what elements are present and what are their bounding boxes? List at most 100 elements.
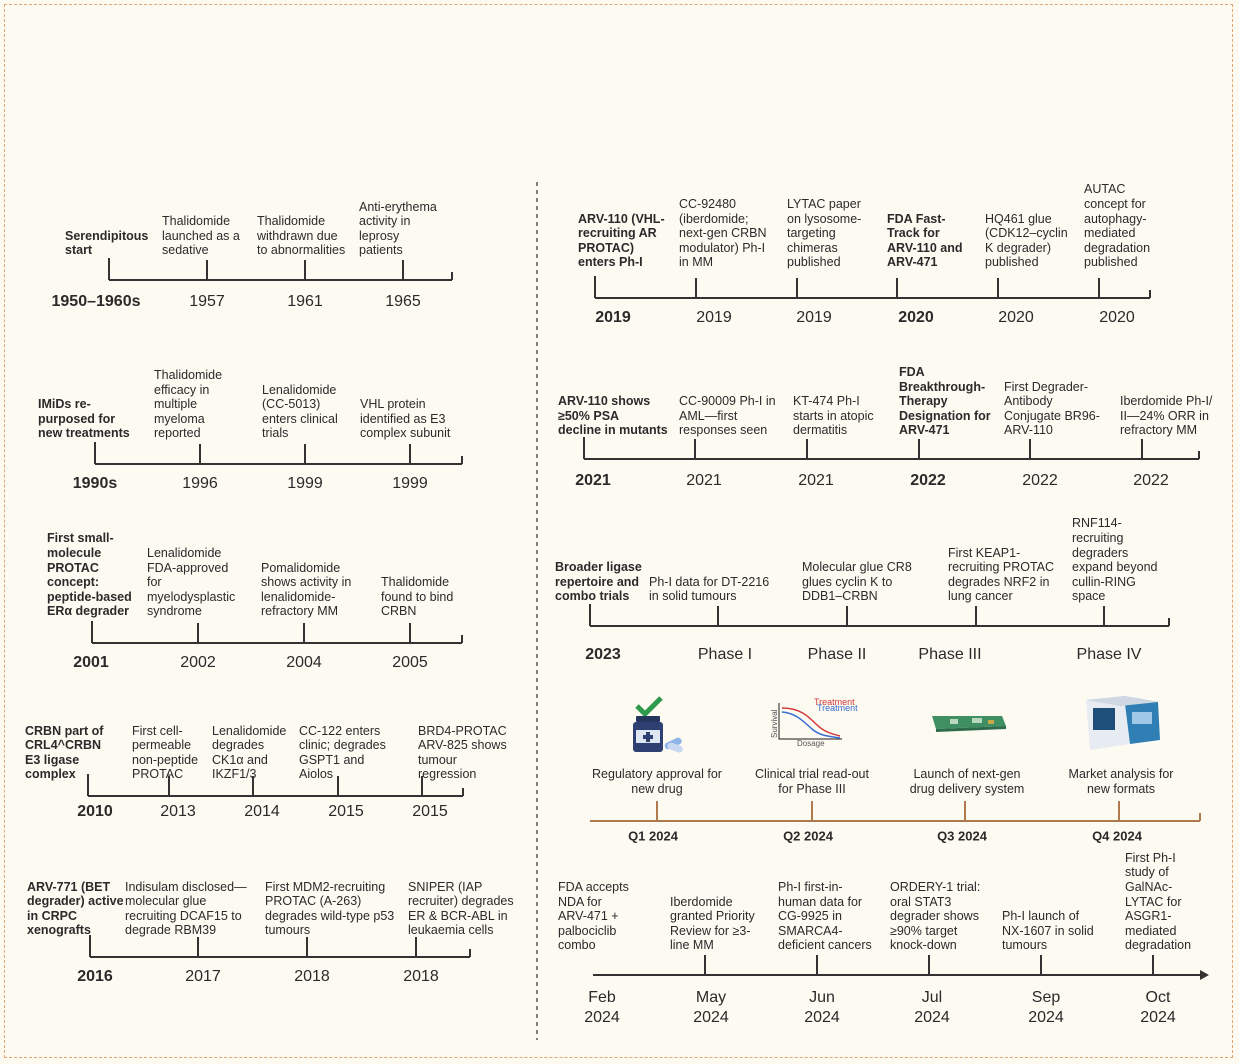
frame xyxy=(4,4,1233,1058)
lead-year: 2010 xyxy=(77,803,113,820)
event-date: 2020 xyxy=(898,309,934,326)
event-date: Phase II xyxy=(807,646,867,663)
icon-series-label: Treatment xyxy=(817,703,858,713)
event-text: Iberdomide Ph-I/ II—24% ORR in refractor… xyxy=(1120,394,1213,438)
event-text: Lenalidomide FDA-approved for myelodyspl… xyxy=(147,546,236,619)
event-text: FDA Breakthrough- Therapy Designation fo… xyxy=(899,365,991,438)
event-date: 2013 xyxy=(160,803,196,820)
event-text: Ph-I launch of NX-1607 in solid tumours xyxy=(1002,909,1094,953)
event-date: Feb 2024 xyxy=(584,989,620,1026)
event-date: Sep 2024 xyxy=(1028,989,1064,1026)
icon-series-label: Treatment xyxy=(814,697,855,707)
event-text: RNF114- recruiting degraders expand beyo… xyxy=(1072,516,1158,604)
event-date: 2014 xyxy=(244,803,280,820)
event-text: AUTAC concept for autophagy- mediated de… xyxy=(1084,182,1151,270)
event-date: 2020 xyxy=(998,309,1034,326)
event-date: 2015 xyxy=(328,803,364,820)
lead-year: 1950–1960s xyxy=(51,293,141,310)
lead-year: 2023 xyxy=(585,646,621,663)
event-text: Lenalidomide (CC-5013) enters clinical t… xyxy=(262,382,338,441)
event-date: 2015 xyxy=(412,803,448,820)
event-text: CC-122 enters clinic; degrades GSPT1 and… xyxy=(299,723,386,782)
event-text: Lenalidomide degrades CK1α and IKZF1/3 xyxy=(212,723,287,782)
event-date: 2017 xyxy=(185,968,221,985)
lead-text: IMiDs re- purposed for new treatments xyxy=(38,397,130,441)
event-date: Phase IV xyxy=(1076,646,1142,663)
event-text: Clinical trial read-out for Phase III xyxy=(755,767,869,796)
event-text: CC-92480 (iberdomide; next-gen CRBN modu… xyxy=(679,197,767,270)
lead-text: ARV-110 (VHL- recruiting AR PROTAC) ente… xyxy=(578,211,665,270)
event-date: 2004 xyxy=(286,654,322,671)
event-text: FDA accepts NDA for ARV-471 + palbocicli… xyxy=(558,880,629,953)
lead-text: ARV-110 shows ≥50% PSA decline in mutant… xyxy=(558,394,668,438)
event-date: 2018 xyxy=(294,968,330,985)
event-text: Thalidomide efficacy in multiple myeloma… xyxy=(154,368,223,441)
lead-year: 2001 xyxy=(73,654,109,671)
icon-x-label: Dosage xyxy=(797,739,825,748)
quarter-label: Q2 2024 xyxy=(783,828,833,844)
event-date: 2021 xyxy=(798,472,834,489)
event-text: CC-90009 Ph-I in AML—first responses see… xyxy=(679,394,776,438)
lead-year: 2016 xyxy=(77,968,113,985)
event-date: 2018 xyxy=(403,968,439,985)
event-text: FDA Fast- Track for ARV-110 and ARV-471 xyxy=(887,211,963,270)
quarter-label: Q4 2024 xyxy=(1092,828,1142,844)
event-date: May 2024 xyxy=(693,989,729,1026)
event-text: Molecular glue CR8 glues cyclin K to DDB… xyxy=(802,560,912,604)
event-text: Thalidomide found to bind CRBN xyxy=(381,575,454,619)
event-date: 1961 xyxy=(287,293,323,310)
event-text: Thalidomide launched as a sedative xyxy=(162,214,240,258)
event-text: Anti-erythema activity in leprosy patien… xyxy=(359,199,437,258)
lead-year: 1990s xyxy=(72,475,118,492)
event-text: Pomalidomide shows activity in lenalidom… xyxy=(261,560,352,619)
lead-text: ARV-771 (BET degrader) active in CRPC xe… xyxy=(27,879,124,938)
event-text: Ph-I first-in- human data for CG-9925 in… xyxy=(778,880,872,953)
event-text: First MDM2-recruiting PROTAC (A-263) deg… xyxy=(265,879,395,938)
event-date: 2022 xyxy=(1022,472,1058,489)
event-text: First Ph-I study of GalNAc- LYTAC for AS… xyxy=(1125,850,1192,953)
event-date: 2019 xyxy=(696,309,732,326)
event-text: First Degrader- Antibody Conjugate BR96-… xyxy=(1004,379,1100,438)
lead-year: 2021 xyxy=(575,472,611,489)
icon-y-label: Survival xyxy=(770,709,779,738)
circuit-icon xyxy=(932,716,1006,732)
event-date: 2021 xyxy=(686,472,722,489)
event-date: Oct 2024 xyxy=(1140,989,1176,1026)
trial-chart-icon: Treatment Treatment Dosage Survival xyxy=(770,697,858,748)
event-text: KT-474 Ph-I starts in atopic dermatitis xyxy=(793,394,874,438)
event-text: Ph-I data for DT-2216 in solid tumours xyxy=(649,574,770,604)
event-text: LYTAC paper on lysosome- targeting chime… xyxy=(787,197,862,270)
event-date: Phase I xyxy=(697,646,753,663)
event-date: 1957 xyxy=(189,293,225,310)
event-text: ORDERY-1 trial: oral STAT3 degrader show… xyxy=(890,880,981,953)
event-date: 1999 xyxy=(287,475,323,492)
medicine-icon xyxy=(633,696,683,753)
event-date: Jun 2024 xyxy=(804,989,840,1026)
axis-arrow xyxy=(1200,970,1209,980)
event-date: 2002 xyxy=(180,654,216,671)
event-date: 1965 xyxy=(385,293,421,310)
event-text: Regulatory approval for new drug xyxy=(592,767,722,796)
analyzer-icon xyxy=(1086,696,1160,750)
event-text: Iberdomide granted Priority Review for ≥… xyxy=(670,894,755,953)
event-text: VHL protein identified as E3 complex sub… xyxy=(360,397,451,441)
event-text: First KEAP1- recruiting PROTAC degrades … xyxy=(948,545,1055,604)
event-date: 2005 xyxy=(392,654,428,671)
lead-year: 2019 xyxy=(595,309,631,326)
lead-text: Broader ligase repertoire and combo tria… xyxy=(555,560,642,604)
lead-text: CRBN part of CRL4^CRBN E3 ligase complex xyxy=(25,723,104,782)
event-date: 2022 xyxy=(910,472,946,489)
event-text: SNIPER (IAP recruiter) degrades ER & BCR… xyxy=(408,879,514,938)
event-date: Jul 2024 xyxy=(914,989,950,1026)
event-text: Launch of next-gen drug delivery system xyxy=(909,767,1025,796)
lead-text: First small- molecule PROTAC concept: pe… xyxy=(47,531,132,619)
event-date: 2022 xyxy=(1133,472,1169,489)
lead-text: Serendipitous start xyxy=(65,228,149,258)
quarter-label: Q3 2024 xyxy=(937,828,987,844)
event-text: BRD4-PROTAC ARV-825 shows tumour regress… xyxy=(418,723,507,782)
event-date: Phase III xyxy=(918,646,982,663)
event-text: HQ461 glue (CDK12–cyclin K degrader) pub… xyxy=(985,211,1068,270)
event-text: Indisulam disclosed— molecular glue recr… xyxy=(125,879,247,938)
